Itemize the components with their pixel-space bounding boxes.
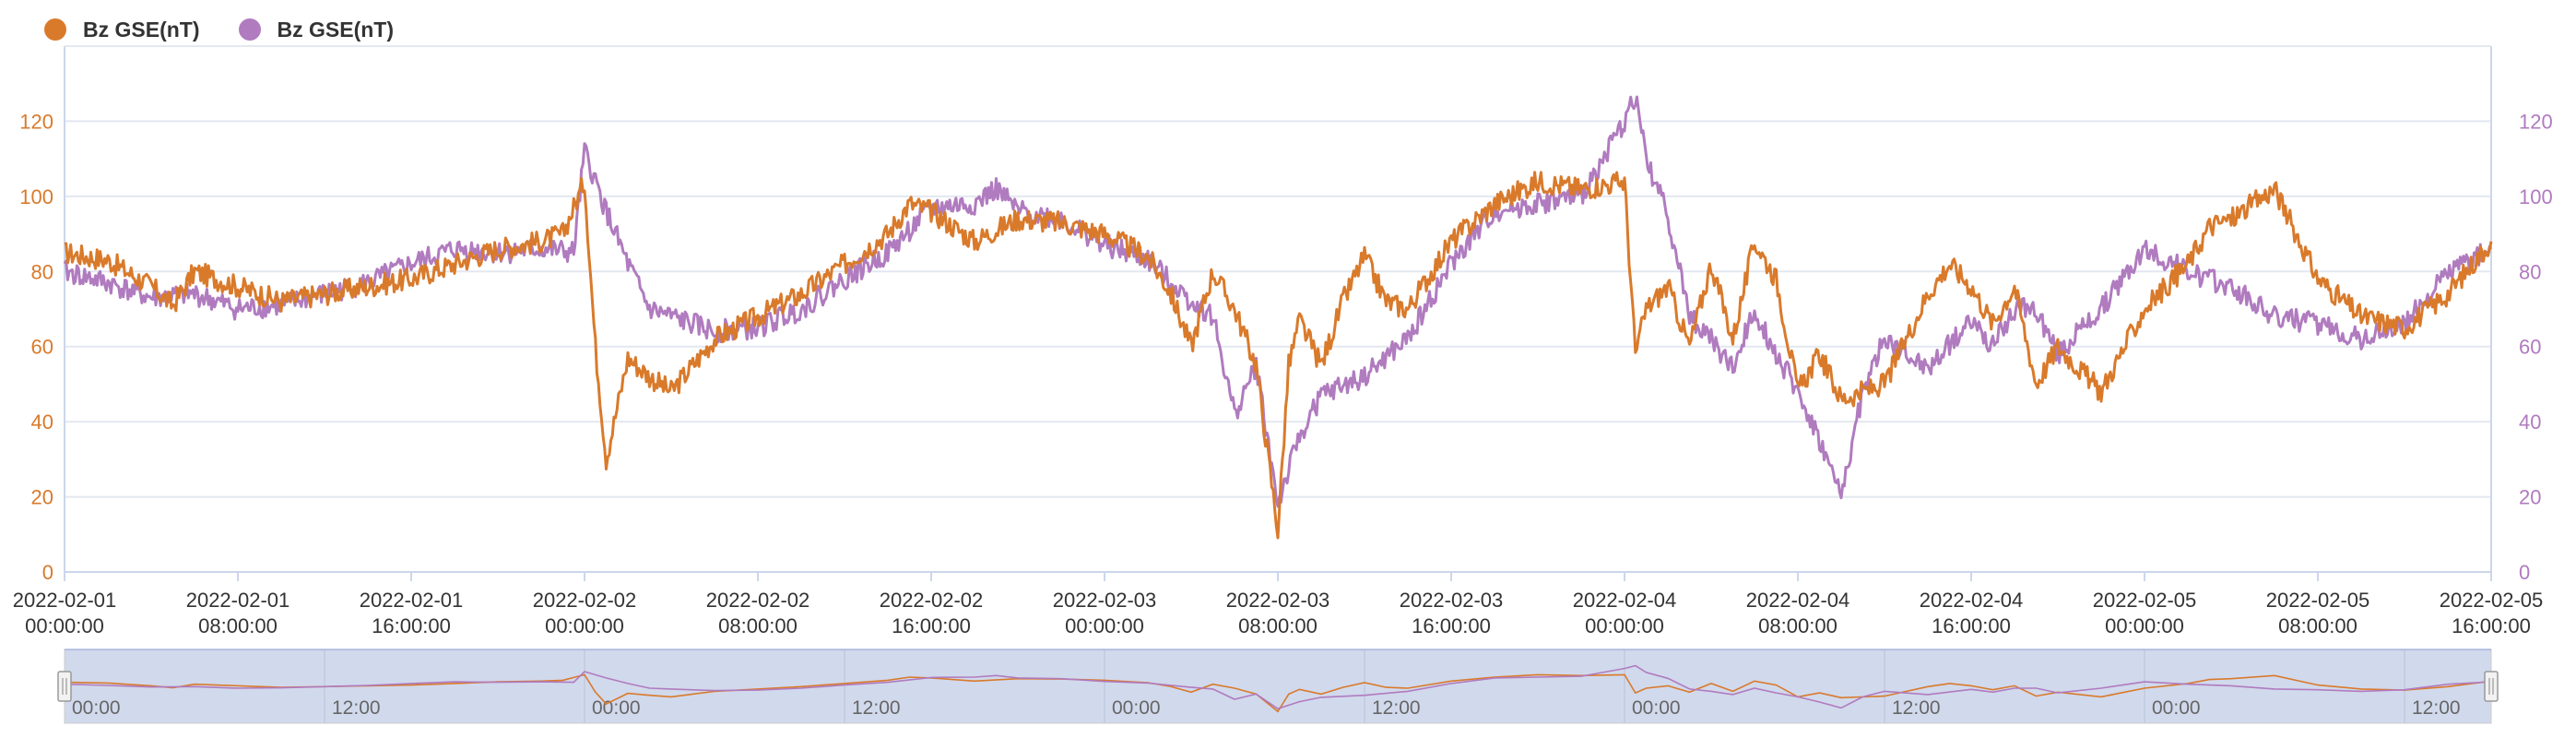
slider-series-2 bbox=[64, 664, 2492, 710]
axes bbox=[64, 45, 2492, 581]
legend: Bz GSE(nT) Bz GSE(nT) bbox=[44, 11, 394, 48]
y-tick-label-left: 0 bbox=[42, 561, 53, 584]
grid bbox=[65, 120, 2491, 498]
slider-tick-label: 00:00 bbox=[592, 697, 641, 719]
series-1-circle-icon bbox=[44, 18, 66, 41]
y-tick-label-right: 100 bbox=[2519, 185, 2553, 208]
x-tick-label: 2022-02-01 16:00:00 bbox=[360, 589, 464, 637]
slider-tick-label: 00:00 bbox=[72, 697, 121, 719]
slider-tick-label: 00:00 bbox=[1632, 697, 1681, 719]
x-tick-label: 2022-02-03 00:00:00 bbox=[1053, 589, 1157, 637]
x-tick-label: 2022-02-03 16:00:00 bbox=[1400, 589, 1504, 637]
y-tick-label-right: 40 bbox=[2519, 411, 2541, 434]
x-tick-label: 2022-02-05 08:00:00 bbox=[2266, 589, 2370, 637]
x-tick-label: 2022-02-04 16:00:00 bbox=[1920, 589, 2024, 637]
series-line-1 bbox=[64, 171, 2493, 540]
slider-tick-label: 12:00 bbox=[2412, 697, 2461, 719]
slider-handle-grip bbox=[57, 671, 72, 702]
slider-tick-label: 12:00 bbox=[1892, 697, 1941, 719]
x-tick-label: 2022-02-03 08:00:00 bbox=[1226, 589, 1330, 637]
legend-label-series-2: Bz GSE(nT) bbox=[277, 17, 395, 42]
slider-tick-label: 12:00 bbox=[1372, 697, 1421, 719]
x-tick-label: 2022-02-02 08:00:00 bbox=[706, 589, 810, 637]
series bbox=[63, 95, 2493, 540]
y-tick-label-right: 60 bbox=[2519, 336, 2541, 359]
legend-label-series-1: Bz GSE(nT) bbox=[83, 17, 200, 42]
y-tick-label-right: 120 bbox=[2519, 110, 2553, 133]
slider-tick-label: 12:00 bbox=[332, 697, 381, 719]
y-tick-label-right: 80 bbox=[2519, 260, 2541, 283]
legend-item-series-2[interactable]: Bz GSE(nT) bbox=[238, 17, 395, 42]
x-tick-label: 2022-02-05 00:00:00 bbox=[2093, 589, 2197, 637]
x-tick-label: 2022-02-01 00:00:00 bbox=[13, 589, 117, 637]
slider-tick-label: 12:00 bbox=[852, 697, 901, 719]
x-tick-label: 2022-02-04 08:00:00 bbox=[1746, 589, 1850, 637]
y-tick-label-left: 80 bbox=[31, 260, 53, 283]
slider-series-1 bbox=[64, 673, 2492, 713]
y-axis-right-labels: 0 20 40 60 80 100 120 bbox=[2519, 110, 2553, 584]
legend-item-series-1[interactable]: Bz GSE(nT) bbox=[44, 18, 200, 42]
x-tick-label: 2022-02-02 16:00:00 bbox=[880, 589, 984, 637]
y-tick-label-left: 100 bbox=[19, 185, 53, 208]
slider-handle-grip bbox=[2484, 671, 2499, 702]
y-tick-label-left: 120 bbox=[19, 110, 53, 133]
y-tick-label-left: 60 bbox=[31, 336, 53, 359]
y-tick-label-left: 20 bbox=[31, 486, 53, 509]
x-tick-label: 2022-02-05 16:00:00 bbox=[2440, 589, 2544, 637]
y-tick-label-right: 20 bbox=[2519, 486, 2541, 509]
slider-handle-right[interactable] bbox=[2484, 671, 2499, 702]
x-tick-label: 2022-02-01 08:00:00 bbox=[186, 589, 290, 637]
slider-tick-label: 00:00 bbox=[1112, 697, 1161, 719]
series-line-2 bbox=[63, 95, 2493, 508]
x-tick-label: 2022-02-04 00:00:00 bbox=[1573, 589, 1677, 637]
y-tick-label-right: 0 bbox=[2519, 561, 2530, 584]
series-2-circle-icon bbox=[238, 18, 261, 41]
slider-tick-label: 00:00 bbox=[2152, 697, 2201, 719]
x-tick-label: 2022-02-02 00:00:00 bbox=[533, 589, 637, 637]
x-axis-labels: 2022-02-01 00:00:00 2022-02-01 08:00:00 2022… bbox=[13, 589, 2544, 637]
range-slider[interactable]: 00:00 12:00 00:00 12:00 00:00 12:00 00:00 12:00… bbox=[57, 649, 2499, 724]
slider-handle-left[interactable] bbox=[57, 671, 72, 702]
y-tick-label-left: 40 bbox=[31, 411, 53, 434]
y-axis-left-labels: 0 20 40 60 80 100 120 bbox=[19, 110, 53, 584]
